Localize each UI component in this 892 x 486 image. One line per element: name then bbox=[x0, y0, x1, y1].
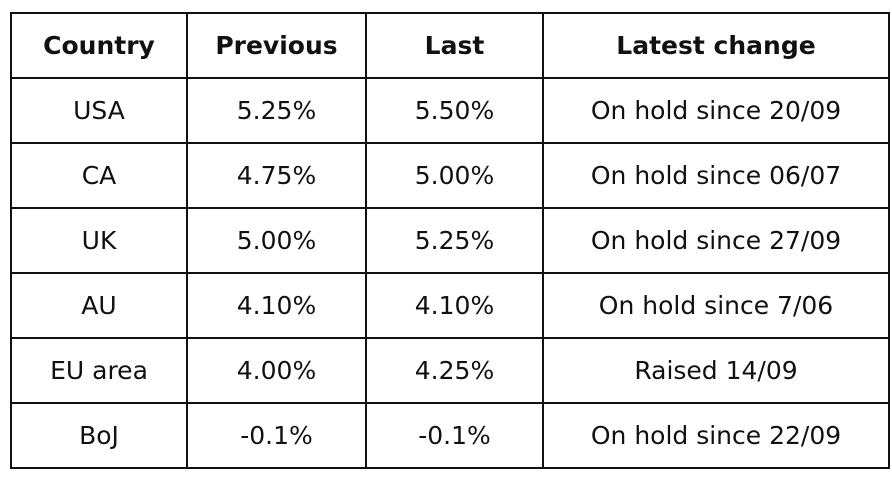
table-cell: 5.00% bbox=[365, 142, 544, 209]
table-cell: 5.25% bbox=[365, 207, 544, 274]
table-cell: On hold since 27/09 bbox=[542, 207, 890, 274]
header-row: Country Previous Last Latest change bbox=[10, 12, 890, 79]
table-cell: AU bbox=[10, 272, 188, 339]
table-cell: On hold since 06/07 bbox=[542, 142, 890, 209]
table-cell: 4.00% bbox=[186, 337, 367, 404]
table-cell: On hold since 20/09 bbox=[542, 77, 890, 144]
table-cell: 4.10% bbox=[186, 272, 367, 339]
rates-table: Country Previous Last Latest change USA 5.25… bbox=[10, 12, 890, 469]
table-row: AU 4.10% 4.10% On hold since 7/06 bbox=[10, 272, 890, 339]
table-row: EU area 4.00% 4.25% Raised 14/09 bbox=[10, 337, 890, 404]
table-row: BoJ -0.1% -0.1% On hold since 22/09 bbox=[10, 402, 890, 469]
table-cell: 4.75% bbox=[186, 142, 367, 209]
table-cell: -0.1% bbox=[365, 402, 544, 469]
table-cell: 5.50% bbox=[365, 77, 544, 144]
table-cell: BoJ bbox=[10, 402, 188, 469]
table-cell: On hold since 22/09 bbox=[542, 402, 890, 469]
table-cell: 5.00% bbox=[186, 207, 367, 274]
table-header: Country Previous Last Latest change bbox=[10, 12, 890, 79]
header-cell: Latest change bbox=[542, 12, 890, 79]
table-cell: 4.25% bbox=[365, 337, 544, 404]
table-cell: -0.1% bbox=[186, 402, 367, 469]
table-cell: 5.25% bbox=[186, 77, 367, 144]
table-cell: USA bbox=[10, 77, 188, 144]
table-cell: EU area bbox=[10, 337, 188, 404]
table-cell: Raised 14/09 bbox=[542, 337, 890, 404]
table-cell: UK bbox=[10, 207, 188, 274]
table-cell: CA bbox=[10, 142, 188, 209]
header-cell: Last bbox=[365, 12, 544, 79]
table-cell: On hold since 7/06 bbox=[542, 272, 890, 339]
table-cell: 4.10% bbox=[365, 272, 544, 339]
table-body: USA 5.25% 5.50% On hold since 20/09 CA 4.75% 5… bbox=[10, 77, 890, 469]
header-cell: Country bbox=[10, 12, 188, 79]
table-row: CA 4.75% 5.00% On hold since 06/07 bbox=[10, 142, 890, 209]
table-row: UK 5.00% 5.25% On hold since 27/09 bbox=[10, 207, 890, 274]
table-row: USA 5.25% 5.50% On hold since 20/09 bbox=[10, 77, 890, 144]
header-cell: Previous bbox=[186, 12, 367, 79]
